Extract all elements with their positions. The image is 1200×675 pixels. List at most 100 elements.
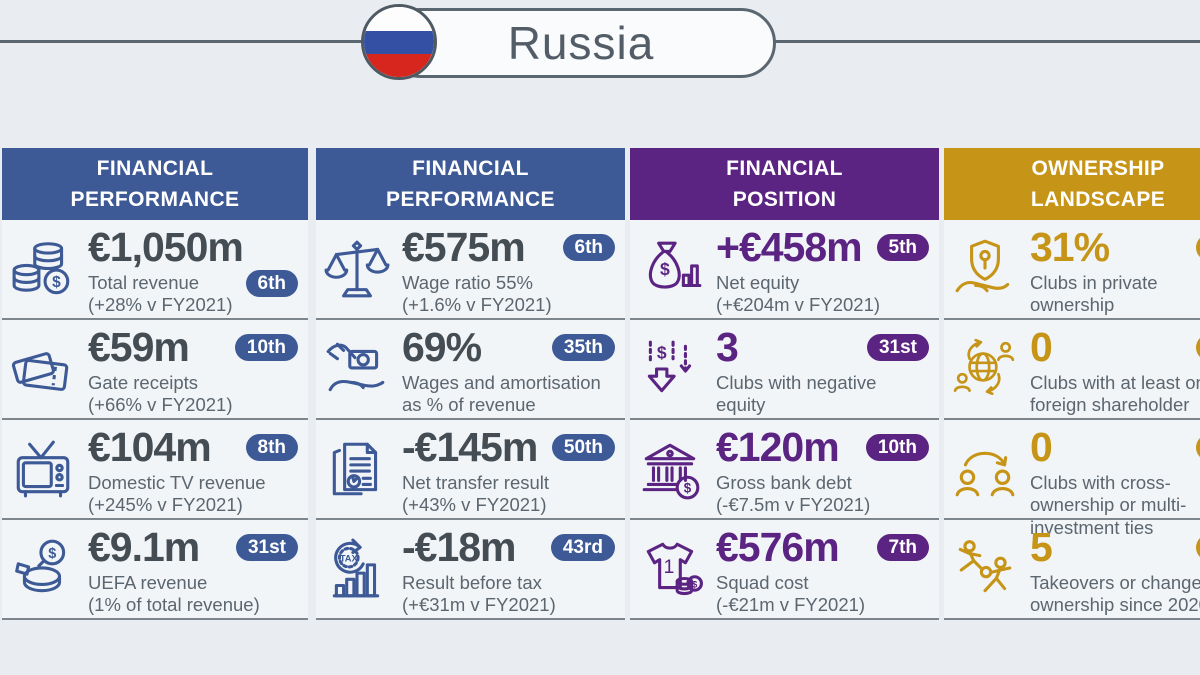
country-title-pill: Russia xyxy=(386,8,776,78)
stat-row-cross-ownership: 0 Clubs with cross- ownership or multi- … xyxy=(944,420,1200,538)
stat-label: Gross bank debt (-€7.5m v FY2021) xyxy=(716,471,871,516)
svg-text:$: $ xyxy=(52,274,61,291)
scales-icon xyxy=(322,234,392,304)
stat-row-gross-bank-debt: $ €120m Gross bank debt (-€7.5m v FY2021… xyxy=(630,420,939,520)
flag-stripe-red xyxy=(364,53,434,77)
rank-badge: 6th xyxy=(245,270,298,297)
rank-badge: 50th xyxy=(551,434,615,461)
bank-icon: $ xyxy=(636,434,706,504)
stat-value: +€458m xyxy=(716,224,863,270)
stat-row-gate-receipts: €59m Gate receipts (+66% v FY2021) 10th xyxy=(2,320,308,420)
rank-badge xyxy=(1196,534,1200,561)
rank-badge: 10th xyxy=(234,334,298,361)
players-icon xyxy=(950,534,1020,604)
shield-hand-icon xyxy=(950,234,1020,304)
column-financial-performance-revenue: FINANCIAL PERFORMANCE $ €1,050m Total re… xyxy=(2,148,308,620)
column-header: FINANCIAL PERFORMANCE xyxy=(2,148,308,220)
rank-badge: 31st xyxy=(235,534,298,561)
flag-stripe-blue xyxy=(364,30,434,54)
rank-badge: 31st xyxy=(866,334,929,361)
stat-value: 69% xyxy=(402,324,482,370)
stat-label: Net equity (+€204m v FY2021) xyxy=(716,271,881,316)
column-financial-position: FINANCIAL POSITION $ +€458m Net equity (… xyxy=(630,148,939,620)
stat-value: €1,050m xyxy=(88,224,244,270)
russia-flag-icon xyxy=(361,4,437,80)
flag-stripe-white xyxy=(364,7,434,31)
cross-ownership-icon xyxy=(950,434,1020,504)
stat-row-result-before-tax: TAX -€18m Result before tax (+€31m v FY2… xyxy=(316,520,625,620)
rank-badge: 7th xyxy=(876,534,929,561)
stat-value: 5 xyxy=(1030,524,1053,570)
stat-label: UEFA revenue (1% of total revenue) xyxy=(88,571,260,616)
rank-badge: 35th xyxy=(551,334,615,361)
svg-text:$: $ xyxy=(692,580,698,590)
rank-badge xyxy=(1196,434,1200,461)
stat-row-uefa-revenue: $ €9.1m UEFA revenue (1% of total revenu… xyxy=(2,520,308,620)
header-line: FINANCIAL xyxy=(96,156,214,180)
stat-label: Net transfer result (+43% v FY2021) xyxy=(402,471,550,516)
stat-label: Result before tax (+€31m v FY2021) xyxy=(402,571,556,616)
stat-value: -€145m xyxy=(402,424,538,470)
stat-value: 0 xyxy=(1030,424,1053,470)
stat-label: Gate receipts (+66% v FY2021) xyxy=(88,371,233,416)
stat-label: Wages and amortisation as % of revenue xyxy=(402,371,601,416)
rank-badge: 10th xyxy=(865,434,929,461)
stat-row-wages-amortisation: 69% Wages and amortisation as % of reven… xyxy=(316,320,625,420)
column-header: FINANCIAL POSITION xyxy=(630,148,939,220)
stat-row-private-ownership: 31% Clubs in private ownership xyxy=(944,220,1200,320)
stat-value: 0 xyxy=(1030,324,1053,370)
stat-row-net-transfer-result: -€145m Net transfer result (+43% v FY202… xyxy=(316,420,625,520)
rank-badge xyxy=(1196,334,1200,361)
tickets-icon xyxy=(8,334,78,404)
jersey-icon: 1 $ xyxy=(636,534,706,604)
stat-label: Clubs with at least one foreign sharehol… xyxy=(1030,371,1200,416)
document-icon xyxy=(322,434,392,504)
stat-value: 3 xyxy=(716,324,739,370)
stat-value: -€18m xyxy=(402,524,517,570)
stat-label: Clubs with cross- ownership or multi- in… xyxy=(1030,471,1187,538)
page-title: Russia xyxy=(507,17,655,69)
money-bag-icon: $ xyxy=(636,234,706,304)
column-body: €575m Wage ratio 55% (+1.6% v FY2021) 6t… xyxy=(316,220,625,620)
svg-text:TAX: TAX xyxy=(340,553,359,563)
stat-label: Wage ratio 55% (+1.6% v FY2021) xyxy=(402,271,552,316)
stat-row-wage-ratio: €575m Wage ratio 55% (+1.6% v FY2021) 6t… xyxy=(316,220,625,320)
header-line: POSITION xyxy=(732,188,837,211)
stat-row-net-equity: $ +€458m Net equity (+€204m v FY2021) 5t… xyxy=(630,220,939,320)
stat-value: €59m xyxy=(88,324,190,370)
stat-row-takeovers: 5 Takeovers or changes in ownership sinc… xyxy=(944,520,1200,620)
header-line: LANDSCAPE xyxy=(1030,188,1166,211)
globe-people-icon xyxy=(950,334,1020,404)
rank-badge: 43rd xyxy=(550,534,615,561)
negative-equity-icon: $ xyxy=(636,334,706,404)
column-header: FINANCIAL PERFORMANCE xyxy=(316,148,625,220)
svg-text:$: $ xyxy=(684,481,692,496)
header-line: FINANCIAL xyxy=(726,156,843,180)
tv-icon xyxy=(8,434,78,504)
stat-label: Clubs with negative equity xyxy=(716,371,877,416)
stat-label: Squad cost (-€21m v FY2021) xyxy=(716,571,866,616)
header-line: PERFORMANCE xyxy=(70,188,240,211)
rank-badge: 8th xyxy=(245,434,298,461)
coins-icon: $ xyxy=(8,234,78,304)
svg-text:1: 1 xyxy=(663,556,674,578)
tax-chart-icon: TAX xyxy=(322,534,392,604)
stat-value: €575m xyxy=(402,224,526,270)
svg-text:$: $ xyxy=(657,343,667,363)
stat-value: €104m xyxy=(88,424,212,470)
column-ownership-landscape: OWNERSHIP LANDSCAPE 31% Clubs in private… xyxy=(944,148,1200,620)
stat-row-domestic-tv-revenue: €104m Domestic TV revenue (+245% v FY202… xyxy=(2,420,308,520)
rank-badge xyxy=(1196,234,1200,261)
rank-badge: 6th xyxy=(562,234,615,261)
stat-value: 31% xyxy=(1030,224,1110,270)
stat-row-foreign-shareholder: 0 Clubs with at least one foreign shareh… xyxy=(944,320,1200,420)
pie-magnifier-icon: $ xyxy=(8,534,78,604)
svg-text:$: $ xyxy=(48,546,56,562)
column-header: OWNERSHIP LANDSCAPE xyxy=(944,148,1200,220)
stat-value: €120m xyxy=(716,424,840,470)
stat-label: Clubs in private ownership xyxy=(1030,271,1158,316)
stat-label: Total revenue (+28% v FY2021) xyxy=(88,271,233,316)
stat-label: Domestic TV revenue (+245% v FY2021) xyxy=(88,471,266,516)
column-body: $ €1,050m Total revenue (+28% v FY2021) … xyxy=(2,220,308,620)
hand-money-icon xyxy=(322,334,392,404)
